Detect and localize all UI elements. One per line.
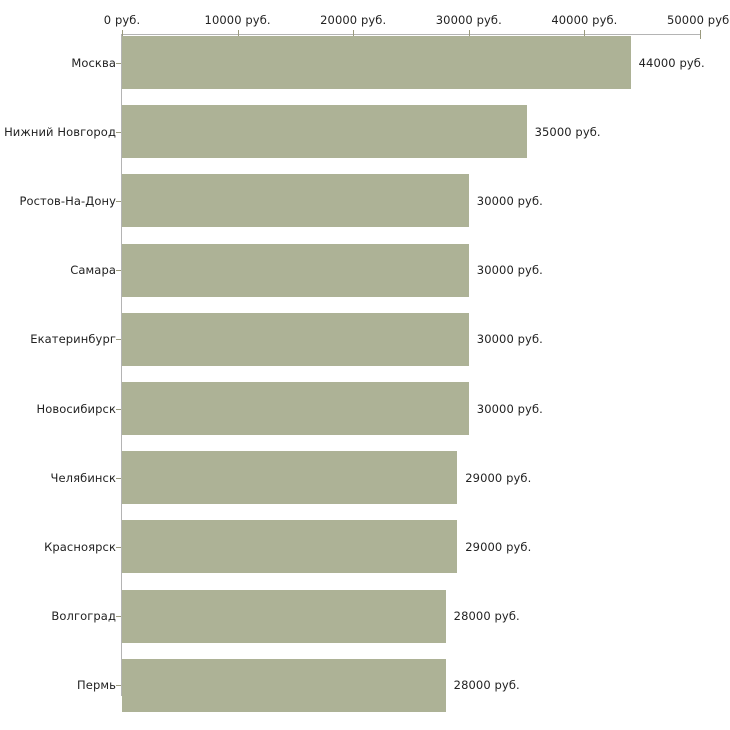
y-axis-tick [116, 200, 121, 202]
x-axis-tick [584, 30, 586, 39]
y-axis-tick [116, 477, 121, 479]
category-label: Челябинск [50, 470, 116, 485]
bar[interactable] [122, 243, 469, 297]
x-axis-tick-label: 10000 руб. [204, 13, 271, 27]
bar-value-label: 28000 руб. [453, 678, 520, 693]
category-label: Красноярск [44, 539, 116, 554]
bar-value-label: 29000 руб. [465, 539, 532, 554]
bar[interactable] [122, 105, 527, 159]
category-label: Самара [70, 263, 116, 278]
y-axis-tick [116, 546, 121, 548]
y-axis-line [121, 34, 122, 696]
x-axis-tick-label: 0 руб. [103, 13, 141, 27]
bar[interactable] [122, 520, 458, 574]
x-axis-tick-label: 40000 руб. [551, 13, 618, 27]
x-axis-tick [468, 30, 470, 39]
x-axis-tick-label: 20000 руб. [320, 13, 387, 27]
x-axis-tick-label: 30000 руб. [435, 13, 502, 27]
category-label: Екатеринбург [30, 332, 116, 347]
y-axis-tick [116, 131, 121, 133]
category-label: Ростов-На-Дону [19, 193, 116, 208]
y-axis-tick [116, 62, 121, 64]
x-axis-tick [237, 30, 239, 39]
bar-value-label: 30000 руб. [476, 332, 543, 347]
x-axis-tick [353, 30, 355, 39]
bar[interactable] [122, 382, 469, 435]
bar-value-label: 44000 руб. [638, 55, 705, 70]
category-label: Москва [71, 55, 116, 70]
y-axis-tick [116, 685, 121, 687]
bar[interactable] [122, 36, 631, 89]
category-label: Волгоград [51, 609, 116, 624]
y-axis-tick [116, 408, 121, 410]
x-axis-tick [122, 30, 123, 39]
bar[interactable] [122, 589, 446, 643]
bar[interactable] [122, 658, 446, 712]
bar-value-label: 30000 руб. [476, 193, 543, 208]
category-label: Нижний Новгород [4, 124, 116, 139]
x-axis-tick-label: 50000 руб. [666, 13, 730, 27]
y-axis-tick [116, 270, 121, 272]
y-axis-tick [116, 616, 121, 618]
bar-value-label: 28000 руб. [453, 609, 520, 624]
y-axis-tick [116, 339, 121, 341]
x-axis-line [122, 34, 700, 35]
bar-value-label: 30000 руб. [476, 401, 543, 416]
bar[interactable] [122, 451, 458, 505]
x-axis-tick [700, 30, 701, 39]
bar[interactable] [122, 312, 469, 366]
category-label: Пермь [77, 678, 116, 693]
bar-value-label: 30000 руб. [476, 263, 543, 278]
bar-value-label: 29000 руб. [465, 470, 532, 485]
category-label: Новосибирск [36, 401, 116, 416]
bar-value-label: 35000 руб. [534, 124, 601, 139]
bar[interactable] [122, 174, 469, 228]
